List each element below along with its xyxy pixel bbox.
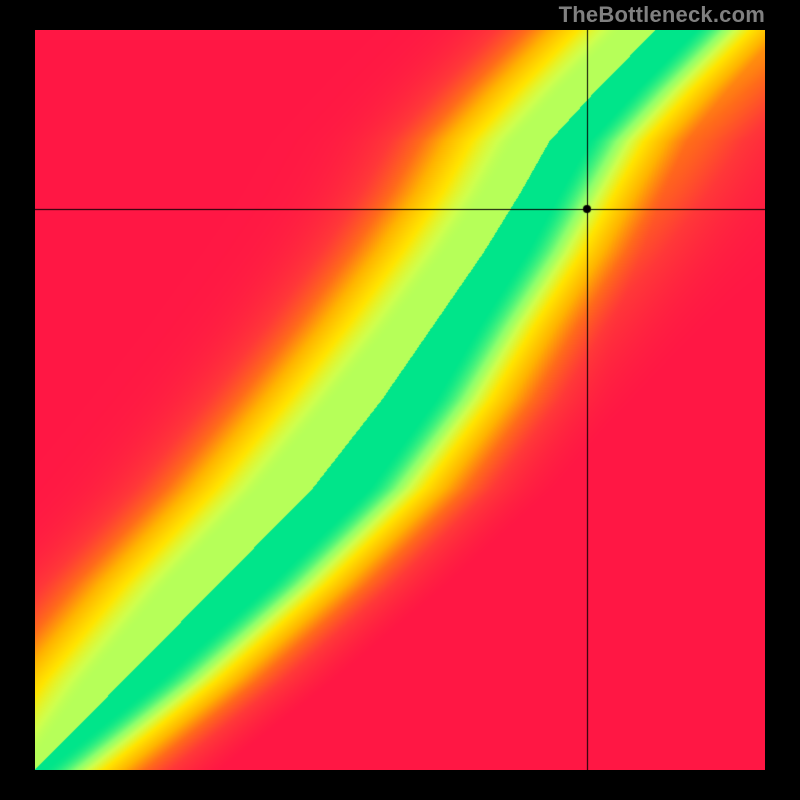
chart-container: TheBottleneck.com xyxy=(0,0,800,800)
attribution-text: TheBottleneck.com xyxy=(559,2,765,28)
bottleneck-heatmap xyxy=(35,30,765,770)
